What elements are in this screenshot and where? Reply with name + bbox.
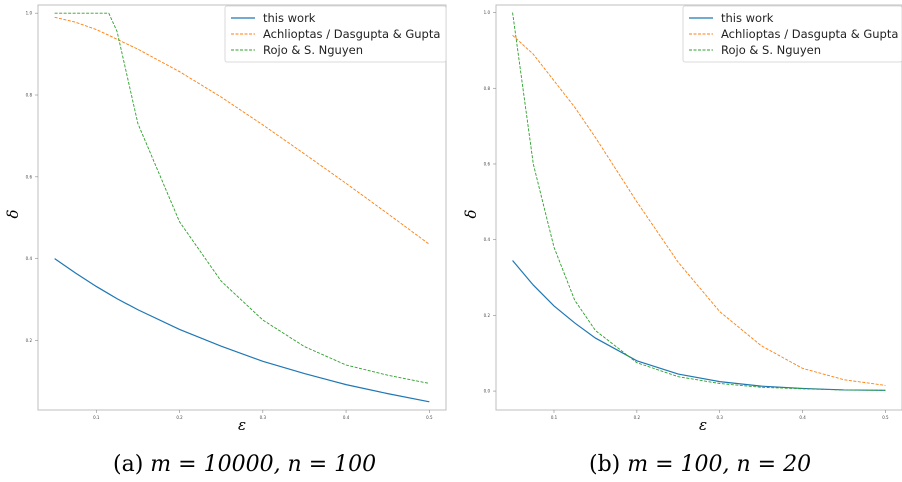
y-tick-label: 0.2: [26, 338, 33, 343]
caption-b: (b) m = 100, n = 20: [589, 452, 811, 477]
legend: this work Achlioptas / Dasgupta & Gupta Ro…: [224, 5, 447, 63]
y-tick-label: 0.6: [26, 174, 33, 179]
x-axis-label: ε: [238, 416, 246, 434]
x-tick-label: 0.4: [799, 415, 806, 420]
y-tick-label: 0.0: [484, 389, 491, 394]
x-tick-label: 0.4: [343, 415, 350, 420]
plot-frame: [495, 4, 902, 411]
caption-a-label: (a): [113, 452, 144, 477]
y-axis-label: δ: [4, 209, 22, 218]
x-tick-label: 0.5: [426, 415, 433, 420]
x-tick-label: 0.3: [717, 415, 724, 420]
series-line-achlioptas: [54, 16, 430, 245]
caption-a-math: m = 10000, n = 100: [150, 452, 377, 477]
x-tick-label: 0.5: [882, 415, 889, 420]
y-axis-label: δ: [462, 209, 480, 218]
x-tick-label: 0.2: [176, 415, 183, 420]
y-tick-label: 0.2: [484, 313, 491, 318]
caption-b-label: (b): [589, 452, 621, 477]
chart-panel-a: 0.1 0.2 0.3 0.4 0.5 0.2 0.4 0.6 0.8 1.0 ε δ this wor…: [4, 4, 447, 434]
legend-label: Achlioptas / Dasgupta & Gupta: [721, 27, 898, 41]
legend-label: this work: [263, 11, 316, 25]
caption-b-math: m = 100, n = 20: [627, 452, 812, 477]
series-line-rojo: [54, 12, 430, 384]
series-line-rojo: [512, 12, 886, 391]
x-axis-label: ε: [699, 416, 707, 434]
y-tick-label: 0.4: [484, 237, 491, 242]
x-tick-label: 0.3: [260, 415, 267, 420]
legend-box: [682, 5, 902, 63]
legend-label: Rojo & S. Nguyen: [721, 43, 821, 57]
caption-a: (a) m = 10000, n = 100: [113, 452, 376, 477]
series-line-this_work: [512, 260, 886, 391]
y-tick-label: 1.0: [26, 11, 33, 16]
y-tick-label: 0.6: [484, 161, 491, 166]
legend-label: this work: [721, 11, 774, 25]
chart-panel-b: 0.1 0.2 0.3 0.4 0.5 0.0 0.2 0.4 0.6 0.8 1.0 ε δ this …: [462, 4, 902, 434]
legend-label: Rojo & S. Nguyen: [263, 43, 363, 57]
x-tick-label: 0.1: [551, 415, 558, 420]
series-line-achlioptas: [512, 34, 886, 386]
plot-frame: [37, 4, 447, 411]
legend-box: [224, 5, 447, 63]
x-tick-label: 0.1: [93, 415, 100, 420]
y-tick-label: 0.8: [26, 93, 33, 98]
y-tick-label: 0.8: [484, 86, 491, 91]
legend-label: Achlioptas / Dasgupta & Gupta: [263, 27, 440, 41]
y-tick-label: 1.0: [484, 10, 491, 15]
legend: this work Achlioptas / Dasgupta & Gupta Ro…: [682, 5, 902, 63]
y-tick-label: 0.4: [26, 256, 33, 261]
series-line-this_work: [54, 258, 430, 403]
x-tick-label: 0.2: [634, 415, 641, 420]
